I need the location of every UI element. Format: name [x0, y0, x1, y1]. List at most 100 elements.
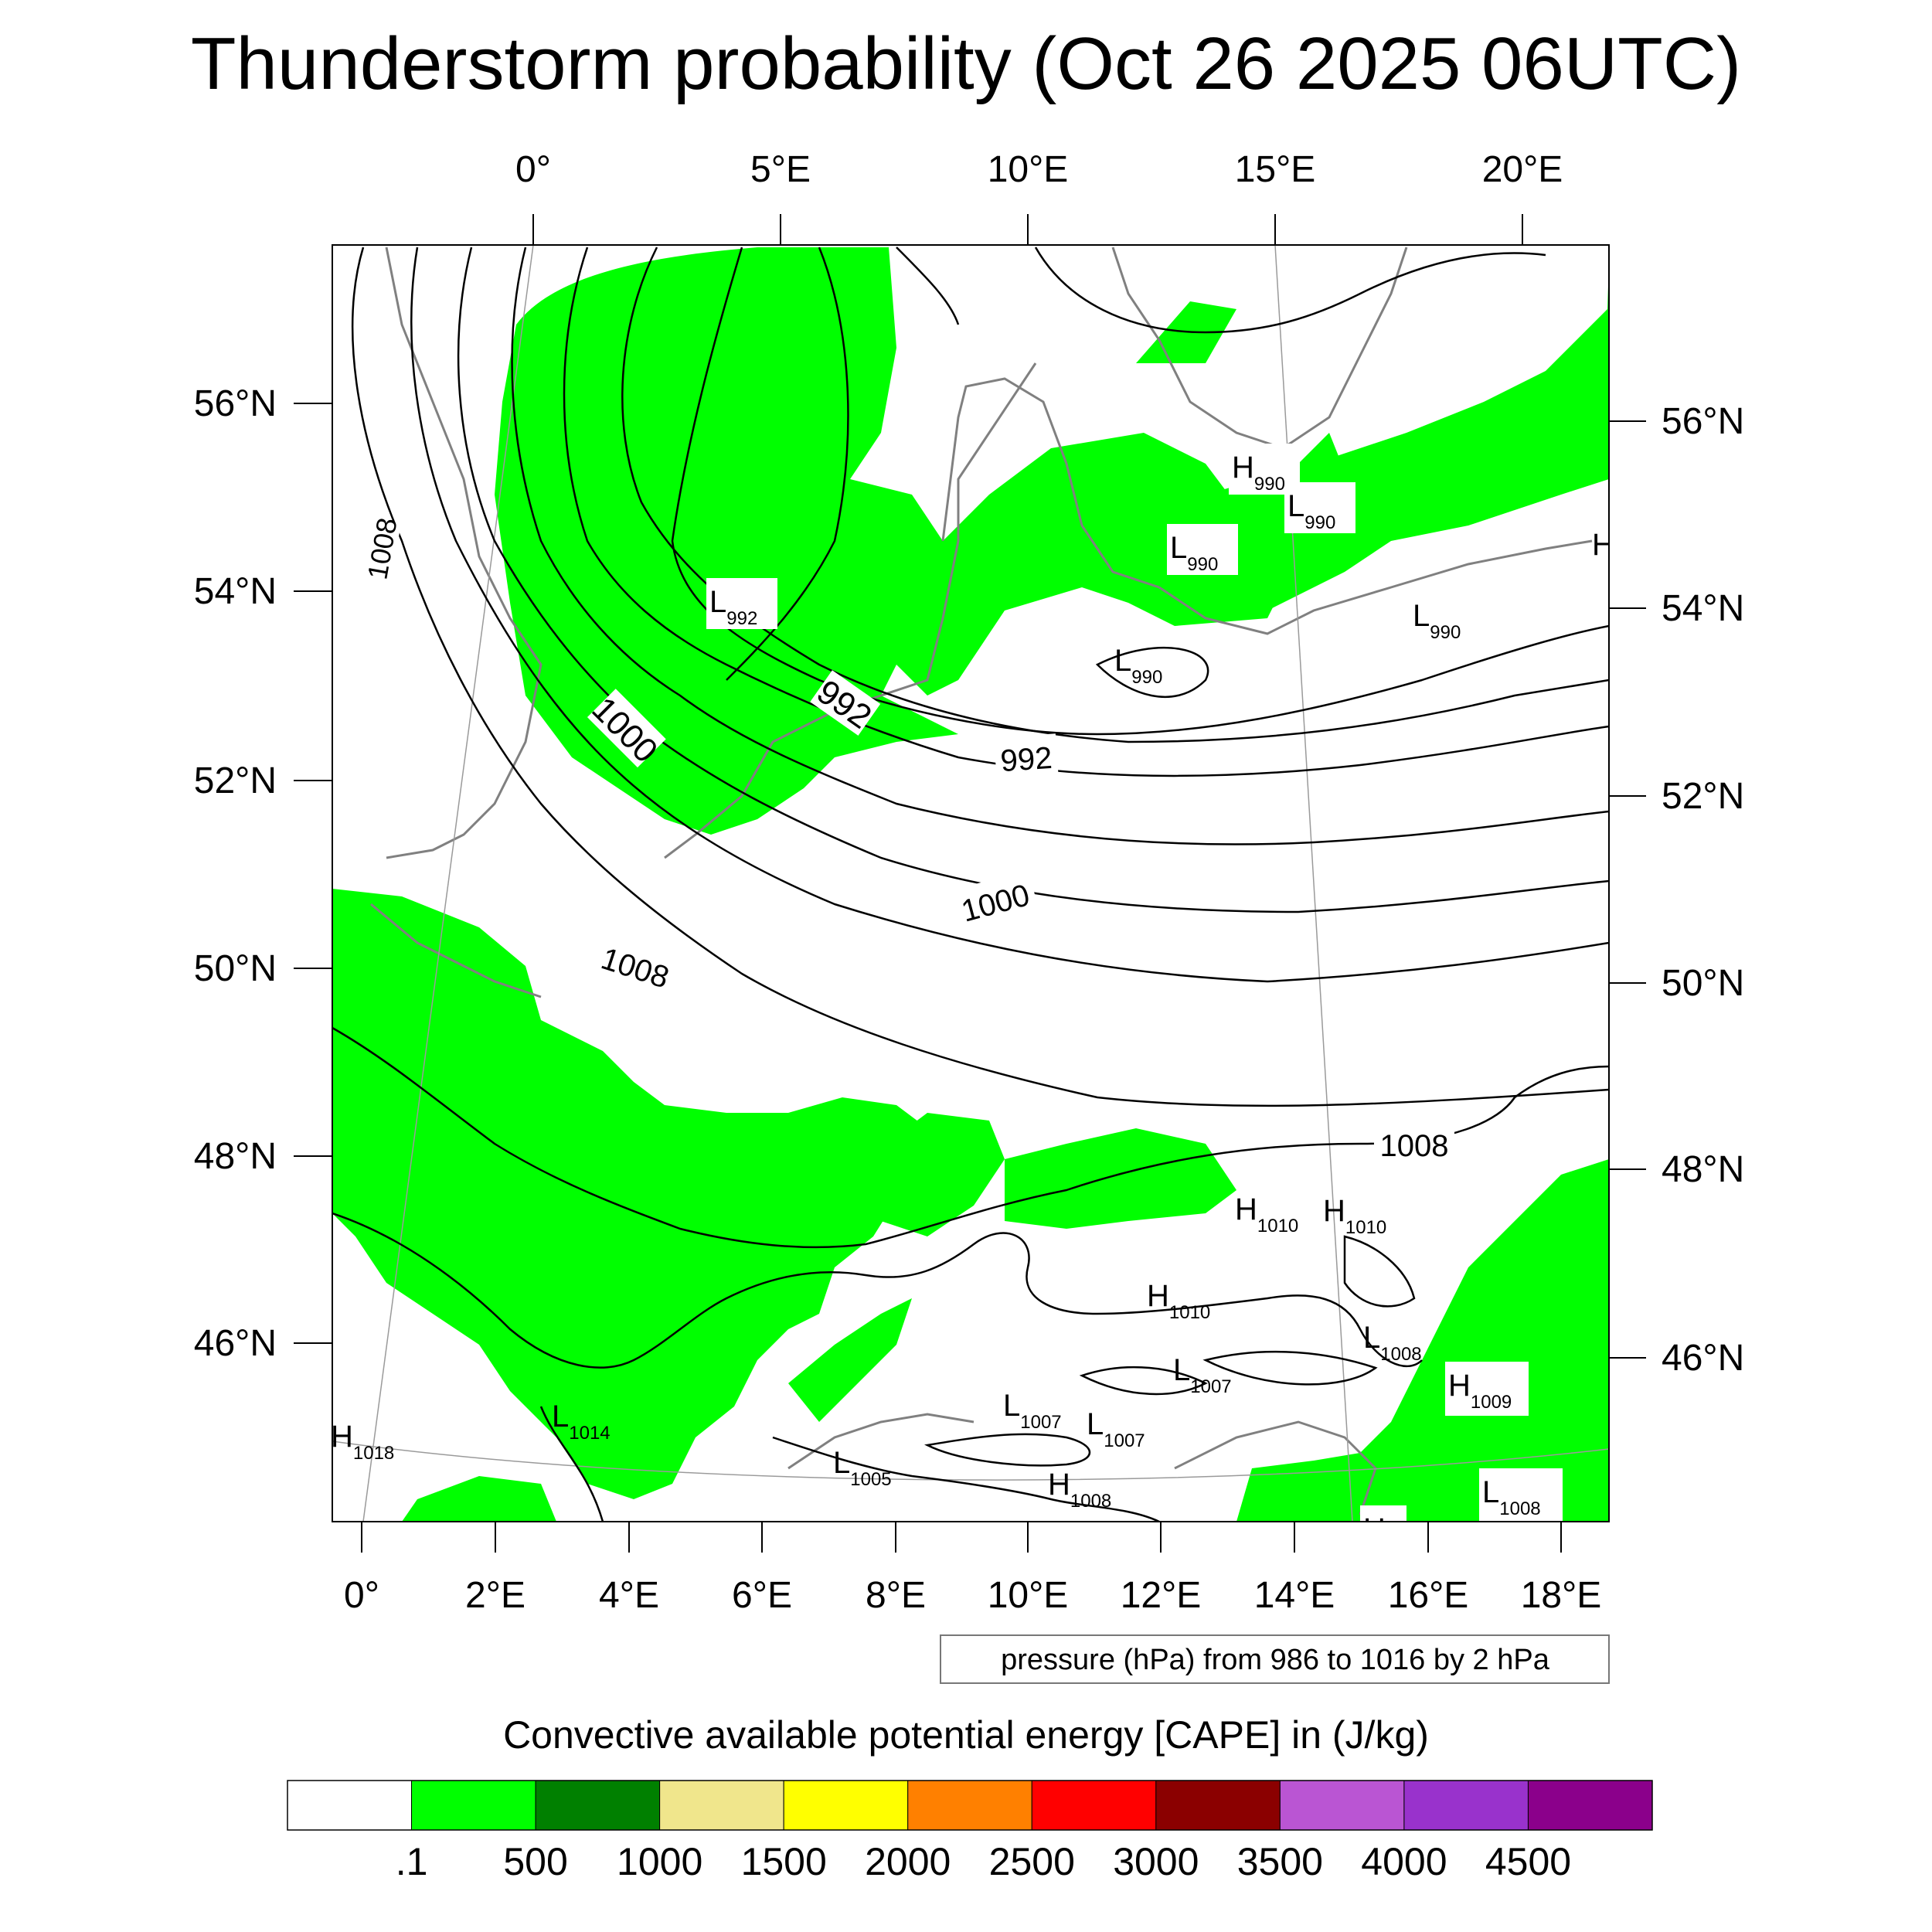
pressure-center: H1009 — [1445, 1362, 1529, 1416]
lat-label-left: 54°N — [194, 571, 277, 612]
cape-region-south-germany — [1005, 1128, 1236, 1229]
isobar-line — [1079, 1366, 1208, 1396]
lon-label-top: 15°E — [1235, 149, 1316, 190]
pressure-center: L990 — [1413, 599, 1461, 643]
cape-region-north-sea — [495, 247, 1283, 835]
pressure-note-text: pressure (hPa) from 986 to 1016 by 2 hPa — [1001, 1644, 1550, 1676]
colorbar-tick-label: 1000 — [617, 1840, 702, 1883]
svg-text:L1008: L1008 — [1482, 1475, 1541, 1519]
cape-region-france — [332, 889, 927, 1499]
lon-label-bottom: 18°E — [1521, 1575, 1602, 1616]
svg-text:H1010: H1010 — [1235, 1192, 1298, 1236]
coast-sweden — [1111, 247, 1408, 450]
coast-denmark — [941, 377, 1160, 589]
cape-region-corsica — [402, 1476, 556, 1522]
svg-text:H1008: H1008 — [1048, 1468, 1111, 1512]
svg-text:H: H — [1592, 528, 1614, 562]
svg-text:L1008: L1008 — [1363, 1321, 1422, 1365]
lat-label-left: 48°N — [194, 1136, 277, 1177]
colorbar-swatch — [1155, 1780, 1281, 1831]
coast-netherlands-germany — [664, 362, 1037, 859]
isobar-line — [563, 247, 1609, 777]
coast-baltic-south — [1158, 539, 1593, 635]
pressure-center: L1008 — [1479, 1468, 1563, 1522]
cape-region-alps-south — [788, 1298, 912, 1422]
lon-label-bottom: 8°E — [866, 1575, 926, 1616]
svg-text:H1018: H1018 — [331, 1420, 394, 1464]
lon-label-bottom: 0° — [344, 1575, 379, 1616]
cape-region-balkans — [1236, 1159, 1609, 1522]
svg-text:H1010: H1010 — [1323, 1194, 1386, 1238]
pressure-center: L1005 — [833, 1446, 892, 1490]
svg-text:L1007: L1007 — [1173, 1353, 1232, 1397]
lon-label-bottom: 4°E — [599, 1575, 659, 1616]
pressure-center: H — [1360, 1505, 1406, 1522]
isobar-line — [457, 247, 1609, 913]
isobar-label: 1008 — [1380, 1129, 1449, 1163]
colorbar-tick-label: .1 — [396, 1840, 428, 1883]
colorbar-tick-label: 500 — [503, 1840, 567, 1883]
pressure-center: H1010 — [1147, 1279, 1210, 1323]
colorbar-tick-label: 3500 — [1237, 1840, 1323, 1883]
colorbar-tick-label: 2000 — [865, 1840, 951, 1883]
lat-label-left: 50°N — [194, 948, 277, 989]
isobar-line — [332, 1026, 1609, 1249]
colorbar-swatch — [783, 1780, 909, 1831]
isobar-label: 992 — [999, 741, 1053, 779]
colorbar-swatch — [411, 1780, 536, 1831]
figure-title: Thunderstorm probability (Oct 26 2025 06… — [191, 22, 1741, 105]
isobar-line — [923, 1433, 1091, 1467]
isobar-line — [1202, 1350, 1378, 1386]
lon-label-bottom: 6°E — [732, 1575, 792, 1616]
colorbar-swatch — [1527, 1780, 1653, 1831]
colorbar-tick-label: 3000 — [1113, 1840, 1199, 1883]
colorbar-tick-label: 4500 — [1485, 1840, 1571, 1883]
colorbar: .1 500 1000 1500 2000 2500 3000 3500 4000 4500 — [287, 1780, 1653, 1883]
lon-label-top: 10°E — [988, 149, 1069, 190]
pressure-centers: L992 H990 L990 L990 L990 L990 H H1010 H1… — [331, 444, 1614, 1522]
isobar-line — [1095, 646, 1209, 698]
isobars — [332, 247, 1609, 1522]
left-latitude-axis: 56°N 54°N 52°N 50°N 48°N 46°N — [194, 383, 332, 1364]
colorbar-swatch — [535, 1780, 661, 1831]
isobar-line — [671, 247, 1609, 736]
coast-britain — [385, 247, 543, 859]
lat-label-right: 56°N — [1662, 401, 1744, 442]
pressure-center: L1007 — [1087, 1407, 1145, 1451]
lon-label-bottom: 14°E — [1254, 1575, 1335, 1616]
coast-ligurian — [787, 1413, 975, 1470]
lat-label-left: 46°N — [194, 1323, 277, 1364]
pressure-center: H1010 — [1235, 1192, 1298, 1236]
colorbar-swatch — [1031, 1780, 1157, 1831]
pressure-center: H1018 — [331, 1420, 394, 1464]
colorbar-tick-label: 2500 — [989, 1840, 1075, 1883]
pressure-center: L990 — [1284, 482, 1355, 533]
svg-text:L990: L990 — [1114, 644, 1162, 688]
lon-label-bottom: 2°E — [465, 1575, 526, 1616]
lat-label-left: 56°N — [194, 383, 277, 424]
isobar-line — [351, 247, 1609, 1107]
isobar-line — [511, 247, 1609, 845]
pressure-center: L990 — [1114, 644, 1162, 688]
lat-label-right: 50°N — [1662, 963, 1744, 1004]
pressure-center: H1008 — [1048, 1468, 1111, 1512]
lon-label-bottom: 16°E — [1388, 1575, 1469, 1616]
isobar-line — [621, 247, 1609, 743]
svg-text:L1007: L1007 — [1087, 1407, 1145, 1451]
colorbar-swatch — [1279, 1780, 1405, 1831]
cape-region-swiss — [866, 1113, 1005, 1236]
colorbar-tick-label: 1500 — [741, 1840, 827, 1883]
svg-text:L990: L990 — [1170, 531, 1218, 575]
coast-adriatic — [1174, 1420, 1377, 1515]
lon-label-bottom: 12°E — [1121, 1575, 1202, 1616]
svg-text:L1007: L1007 — [1003, 1389, 1062, 1433]
cape-field — [332, 247, 1609, 1522]
isobar-line — [539, 1406, 604, 1522]
colorbar-swatch — [1403, 1780, 1529, 1831]
lat-label-right: 52°N — [1662, 776, 1744, 817]
coastlines — [370, 247, 1593, 1515]
map-frame — [332, 244, 1610, 1522]
svg-text:L992: L992 — [709, 585, 757, 629]
pressure-center: L992 — [706, 578, 777, 629]
